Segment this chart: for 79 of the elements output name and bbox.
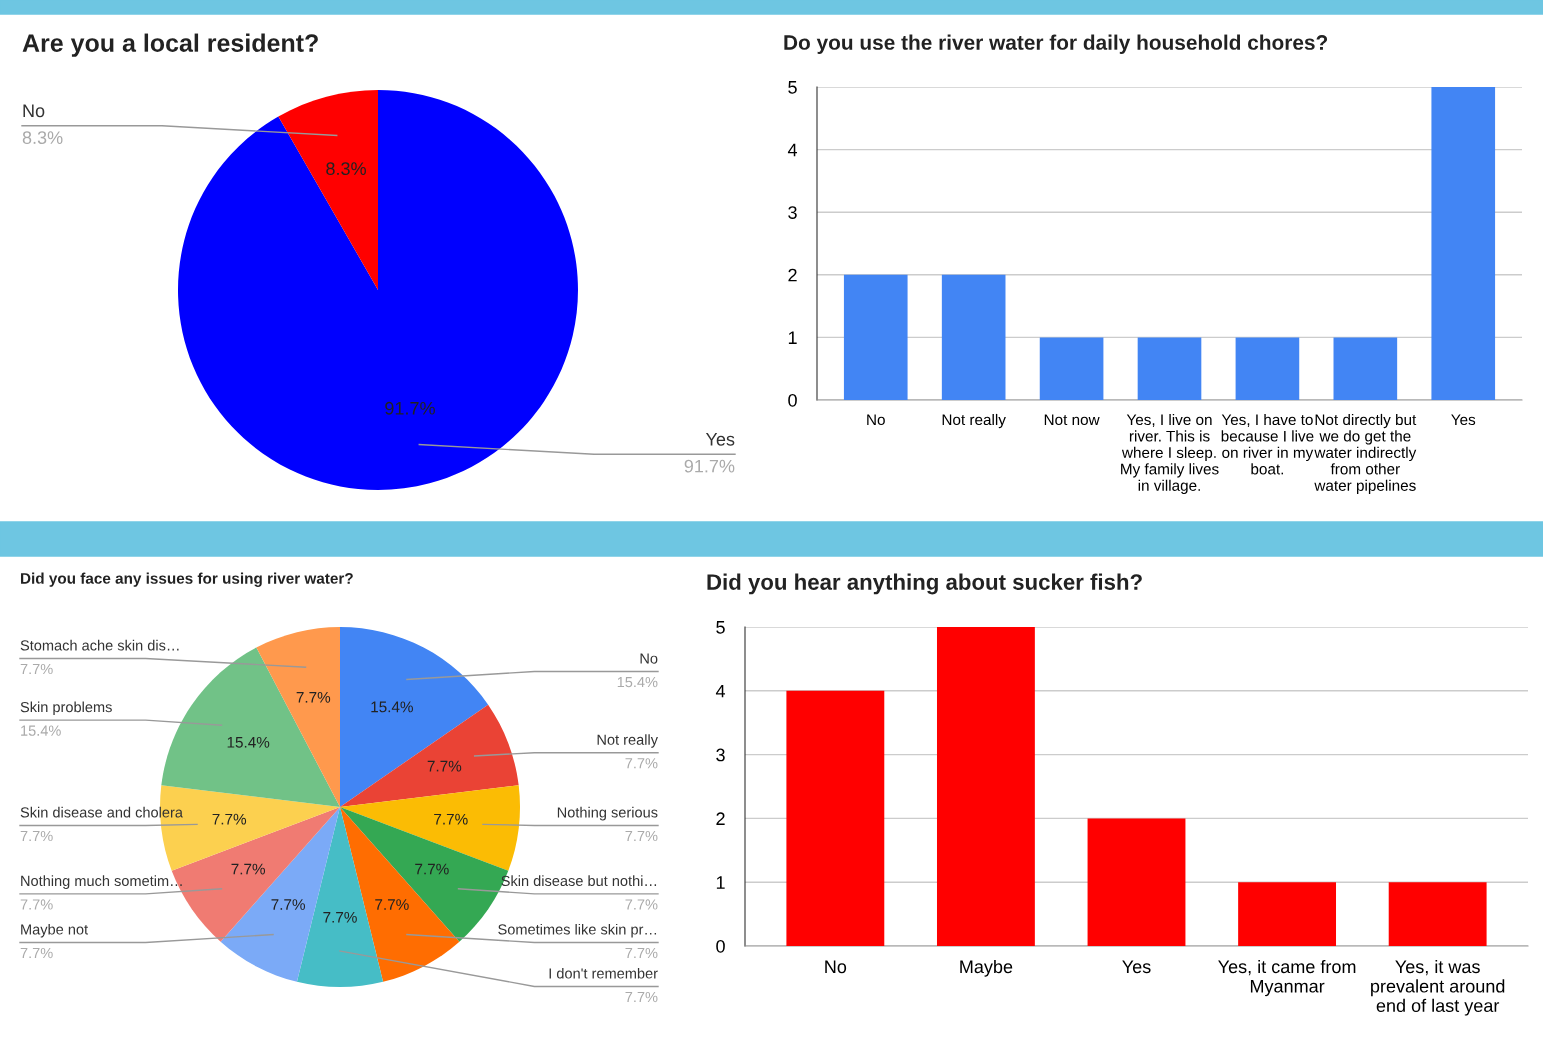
data-label: 7.7% bbox=[415, 863, 449, 875]
y-tick-label: 3 bbox=[788, 206, 797, 219]
bar bbox=[1039, 337, 1104, 400]
text: 7.7% bbox=[625, 991, 658, 1003]
slice-label: No bbox=[640, 653, 658, 664]
text: 7.7% bbox=[625, 899, 658, 910]
y-tick-label: 3 bbox=[716, 748, 725, 762]
slice-label: Sometimes like skin pr… bbox=[498, 923, 657, 938]
slice-label: No bbox=[23, 104, 45, 118]
data-label: 7.7% bbox=[427, 760, 462, 772]
text: 7.7% bbox=[625, 947, 658, 959]
slice-label: Nothing serious bbox=[557, 806, 658, 821]
slice-label: Stomach ache skin dis… bbox=[20, 639, 179, 651]
text: 15.4% bbox=[21, 725, 61, 736]
chart-title: Are you a local resident? bbox=[22, 33, 318, 57]
text: 7.7% bbox=[20, 830, 53, 842]
y-tick-label: 2 bbox=[716, 812, 725, 825]
x-tick-label: Yes bbox=[1122, 960, 1151, 974]
slice-label: Skin problems bbox=[20, 701, 112, 716]
x-tick-label: Not directly but we do get the water indirectly from other water pipelines bbox=[1314, 413, 1417, 494]
y-tick-label: 5 bbox=[716, 621, 725, 634]
x-tick-label: Yes, I live on river. This is where I sleep. My family lives in village. bbox=[1121, 413, 1219, 494]
chart-title: Do you use the river water for daily household chores? bbox=[784, 34, 1328, 54]
x-tick-label: Yes, it was prevalent around end of last year bbox=[1371, 959, 1505, 1016]
bar bbox=[1431, 87, 1496, 400]
data-label: 15.4% bbox=[227, 736, 270, 748]
bar bbox=[1087, 818, 1186, 946]
y-tick-label: 1 bbox=[716, 876, 725, 889]
data-label: 8.3% bbox=[326, 162, 366, 176]
text: 7.7% bbox=[20, 663, 53, 675]
y-tick-label: 4 bbox=[787, 143, 798, 157]
bar bbox=[936, 627, 1035, 946]
text: 7.7% bbox=[625, 830, 658, 842]
x-tick-label: Yes, it came from Myanmar bbox=[1218, 959, 1356, 997]
y-tick-label: 0 bbox=[788, 393, 797, 407]
y-tick-label: 1 bbox=[788, 331, 797, 344]
y-tick-label: 5 bbox=[788, 81, 797, 94]
data-label: 7.7% bbox=[375, 899, 409, 910]
text: 7.7% bbox=[625, 758, 658, 769]
chart-title: Did you face any issues for using river water? bbox=[21, 572, 353, 587]
x-tick-label: Not really bbox=[942, 413, 1006, 429]
pie-slice bbox=[340, 627, 489, 807]
data-label: 7.7% bbox=[434, 813, 468, 825]
x-tick-label: Not now bbox=[1044, 414, 1100, 426]
data-label: 7.7% bbox=[231, 863, 266, 875]
data-label: 15.4% bbox=[371, 701, 413, 713]
y-tick-label: 4 bbox=[715, 684, 726, 698]
data-label: 7.7% bbox=[323, 911, 357, 923]
x-tick-label: Yes, I have to because I live on river in my boat. bbox=[1221, 413, 1314, 475]
x-tick-label: Yes bbox=[1451, 414, 1476, 426]
text: 8.3% bbox=[22, 131, 63, 145]
pie-slice bbox=[278, 90, 378, 290]
text: 7.7% bbox=[20, 947, 53, 959]
x-tick-label: No bbox=[825, 960, 847, 974]
text: 15.4% bbox=[617, 676, 658, 688]
y-tick-label: 0 bbox=[716, 939, 725, 953]
bar bbox=[1137, 337, 1202, 400]
bar bbox=[1238, 882, 1337, 946]
bar bbox=[941, 274, 1006, 400]
data-label: 7.7% bbox=[212, 813, 247, 825]
bar bbox=[786, 690, 885, 946]
data-label: 7.7% bbox=[296, 691, 331, 703]
y-tick-label: 2 bbox=[788, 268, 797, 282]
text: 91.7% bbox=[684, 459, 735, 473]
bar bbox=[843, 274, 908, 400]
bar bbox=[1388, 882, 1487, 946]
bar bbox=[1235, 337, 1300, 400]
slice-label: Maybe not bbox=[21, 923, 88, 938]
x-tick-label: Maybe bbox=[960, 959, 1013, 977]
data-label: 91.7% bbox=[385, 401, 435, 415]
chart-title: Did you hear anything about sucker fish? bbox=[707, 573, 1142, 595]
pie-slice bbox=[178, 90, 578, 490]
bar bbox=[1333, 337, 1398, 400]
slice-label: Not really bbox=[597, 734, 658, 748]
slice-label: Yes bbox=[705, 433, 735, 446]
text: 7.7% bbox=[20, 899, 53, 910]
data-label: 7.7% bbox=[271, 899, 306, 910]
x-tick-label: No bbox=[867, 414, 885, 426]
slice-label: I don't remember bbox=[549, 967, 658, 979]
